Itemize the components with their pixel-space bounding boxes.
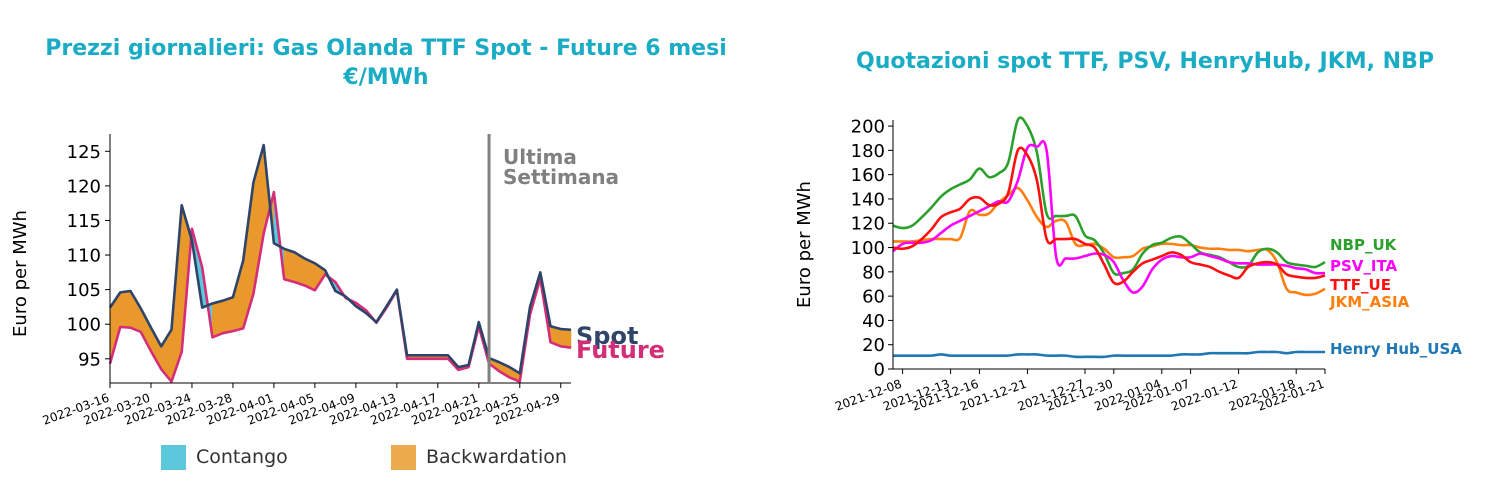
y-tick-label: 100 <box>851 238 885 259</box>
y-tick-label: 0 <box>874 360 885 381</box>
left-y-axis-label: Euro per MWh <box>10 210 31 337</box>
legend-swatch-backwardation <box>391 444 416 470</box>
y-tick-label: 110 <box>67 246 101 267</box>
spread-fill-segment <box>560 328 572 349</box>
y-tick-label: 100 <box>67 315 101 336</box>
y-tick-label: 160 <box>851 165 885 186</box>
y-tick-label: 20 <box>862 335 885 356</box>
left-chart-title: Prezzi giornalieri: Gas Olanda TTF Spot … <box>0 34 772 92</box>
left-chart-title-line1: Prezzi giornalieri: Gas Olanda TTF Spot … <box>45 36 727 61</box>
y-tick-label: 180 <box>851 141 885 162</box>
spread-fill-segment <box>212 300 223 338</box>
future-end-label: Future <box>576 336 665 364</box>
y-tick-label: 120 <box>851 214 885 235</box>
series-line-jkm-asia <box>892 186 1326 297</box>
series-line-henry-hub-usa <box>892 350 1325 359</box>
y-tick-label: 60 <box>862 287 885 308</box>
right-y-axis-label: Euro per MWh <box>794 181 815 308</box>
future-line <box>108 190 572 383</box>
legend-label-backwardation: Backwardation <box>426 446 567 468</box>
spread-fill-segment <box>150 327 162 371</box>
spot-end-label: Spot <box>576 322 638 350</box>
series-line-ttf-ue <box>892 146 1326 286</box>
y-tick-label: 80 <box>862 262 885 283</box>
spread-fill-segment <box>222 296 234 334</box>
series-end-label: Henry Hub_USA <box>1330 340 1462 358</box>
right-chart-title: Quotazioni spot TTF, PSV, HenryHub, JKM,… <box>856 49 1434 74</box>
y-tick-label: 200 <box>851 117 885 138</box>
left-chart: 951001051101151201252022-03-162022-03-20… <box>10 134 665 428</box>
y-tick-label: 120 <box>67 176 101 197</box>
y-tick-label: 115 <box>67 211 101 232</box>
y-tick-label: 95 <box>78 349 101 370</box>
spread-fill-segment <box>140 308 152 352</box>
series-line-nbp-uk <box>892 116 1326 276</box>
legend-contango: Contango <box>161 444 288 470</box>
y-tick-label: 140 <box>851 189 885 210</box>
right-chart: 0204060801001201401601802002021-12-08202… <box>794 116 1462 414</box>
spread-fill-segment <box>283 248 295 283</box>
legend-backwardation: Backwardation <box>391 444 567 470</box>
y-tick-label: 40 <box>862 311 885 332</box>
last-week-label-line2: Settimana <box>503 165 619 189</box>
spot-line <box>108 143 572 375</box>
y-tick-label: 105 <box>67 280 101 301</box>
left-chart-title-line2: €/MWh <box>343 65 429 90</box>
legend-label-contango: Contango <box>196 446 288 468</box>
series-end-label: PSV_ITA <box>1330 257 1398 275</box>
y-tick-label: 125 <box>67 142 101 163</box>
series-line-psv-ita <box>892 139 1326 294</box>
last-week-label-line1: Ultima <box>503 145 577 169</box>
series-end-label: NBP_UK <box>1330 236 1398 254</box>
legend-swatch-contango <box>161 444 186 470</box>
series-end-label: TTF_UE <box>1330 276 1391 294</box>
series-end-label: JKM_ASIA <box>1329 293 1410 311</box>
spread-fill-segment <box>119 290 131 328</box>
